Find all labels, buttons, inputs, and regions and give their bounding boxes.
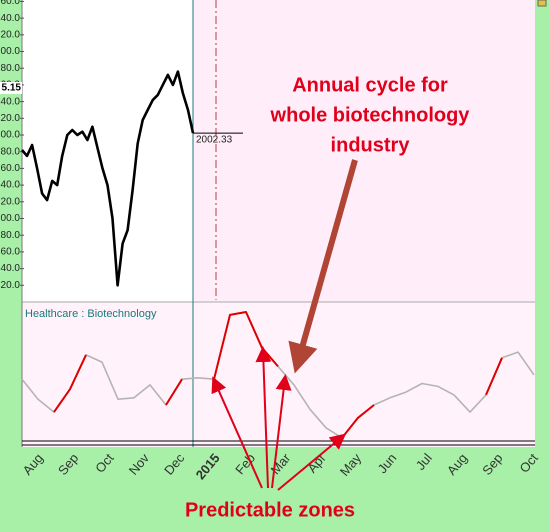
y-tick-label: 40.0 [1, 13, 21, 24]
line [53, 311, 503, 439]
y-tick-label: 60.0 [1, 163, 21, 174]
y-tick-label: 00.0 [1, 213, 21, 224]
y-tick-label: 00.0 [1, 130, 21, 141]
x-tick-label: 2015 [193, 450, 223, 482]
x-tick-label: Aug [20, 450, 46, 477]
x-tick-label: Feb [232, 450, 258, 477]
last-value-label: 2002.33 [196, 135, 233, 146]
y-tick-label: 20.0 [1, 29, 21, 40]
panel-title: Healthcare : Biotechnology [25, 308, 157, 320]
y-tick-label: 40.0 [1, 180, 21, 191]
y-tick-label: 60.0 [1, 247, 21, 258]
arrows [211, 346, 347, 491]
y-tick-label: 20.0 [1, 280, 21, 291]
annotation: industry [331, 134, 411, 156]
y-tick-label: 60.0 [1, 0, 21, 7]
x-tick-label: Apr [304, 450, 329, 476]
line [21, 70, 195, 287]
x-tick-label: Nov [126, 450, 153, 478]
annotation: whole biotechnology [270, 104, 471, 126]
x-tick-label: Mar [268, 450, 294, 477]
x-tick-label: Sep [479, 450, 505, 477]
annotation: Annual cycle for [292, 74, 448, 96]
x-tick-label: Aug [444, 450, 470, 477]
y-tick-label: 80.0 [1, 63, 21, 74]
y-tick-label: 80.0 [1, 146, 21, 157]
arrow [288, 159, 358, 374]
x-tick-label: Jul [413, 450, 435, 472]
y-tick-label: 20.0 [1, 113, 21, 124]
y-tick-label: 80.0 [1, 230, 21, 241]
y-tick-label: 20.0 [1, 196, 21, 207]
future-panel [193, 0, 535, 302]
x-tick-label: Dec [161, 450, 188, 478]
x-tick-label: Oct [516, 450, 541, 475]
x-tick-label: Oct [92, 450, 117, 475]
y-tick-label: 40.0 [1, 96, 21, 107]
price-panel [22, 0, 193, 302]
last-label-box [0, 82, 22, 94]
x-tick-label: May [337, 450, 365, 479]
y-tick-label: 40.0 [1, 263, 21, 274]
x-tick-label: Jun [375, 450, 400, 476]
corner-icon [537, 0, 547, 7]
last-label: 5.15 [2, 83, 22, 94]
x-tick-label: Sep [55, 450, 81, 477]
y-tick-label: 00.0 [1, 46, 21, 57]
annotation: Predictable zones [185, 499, 355, 521]
